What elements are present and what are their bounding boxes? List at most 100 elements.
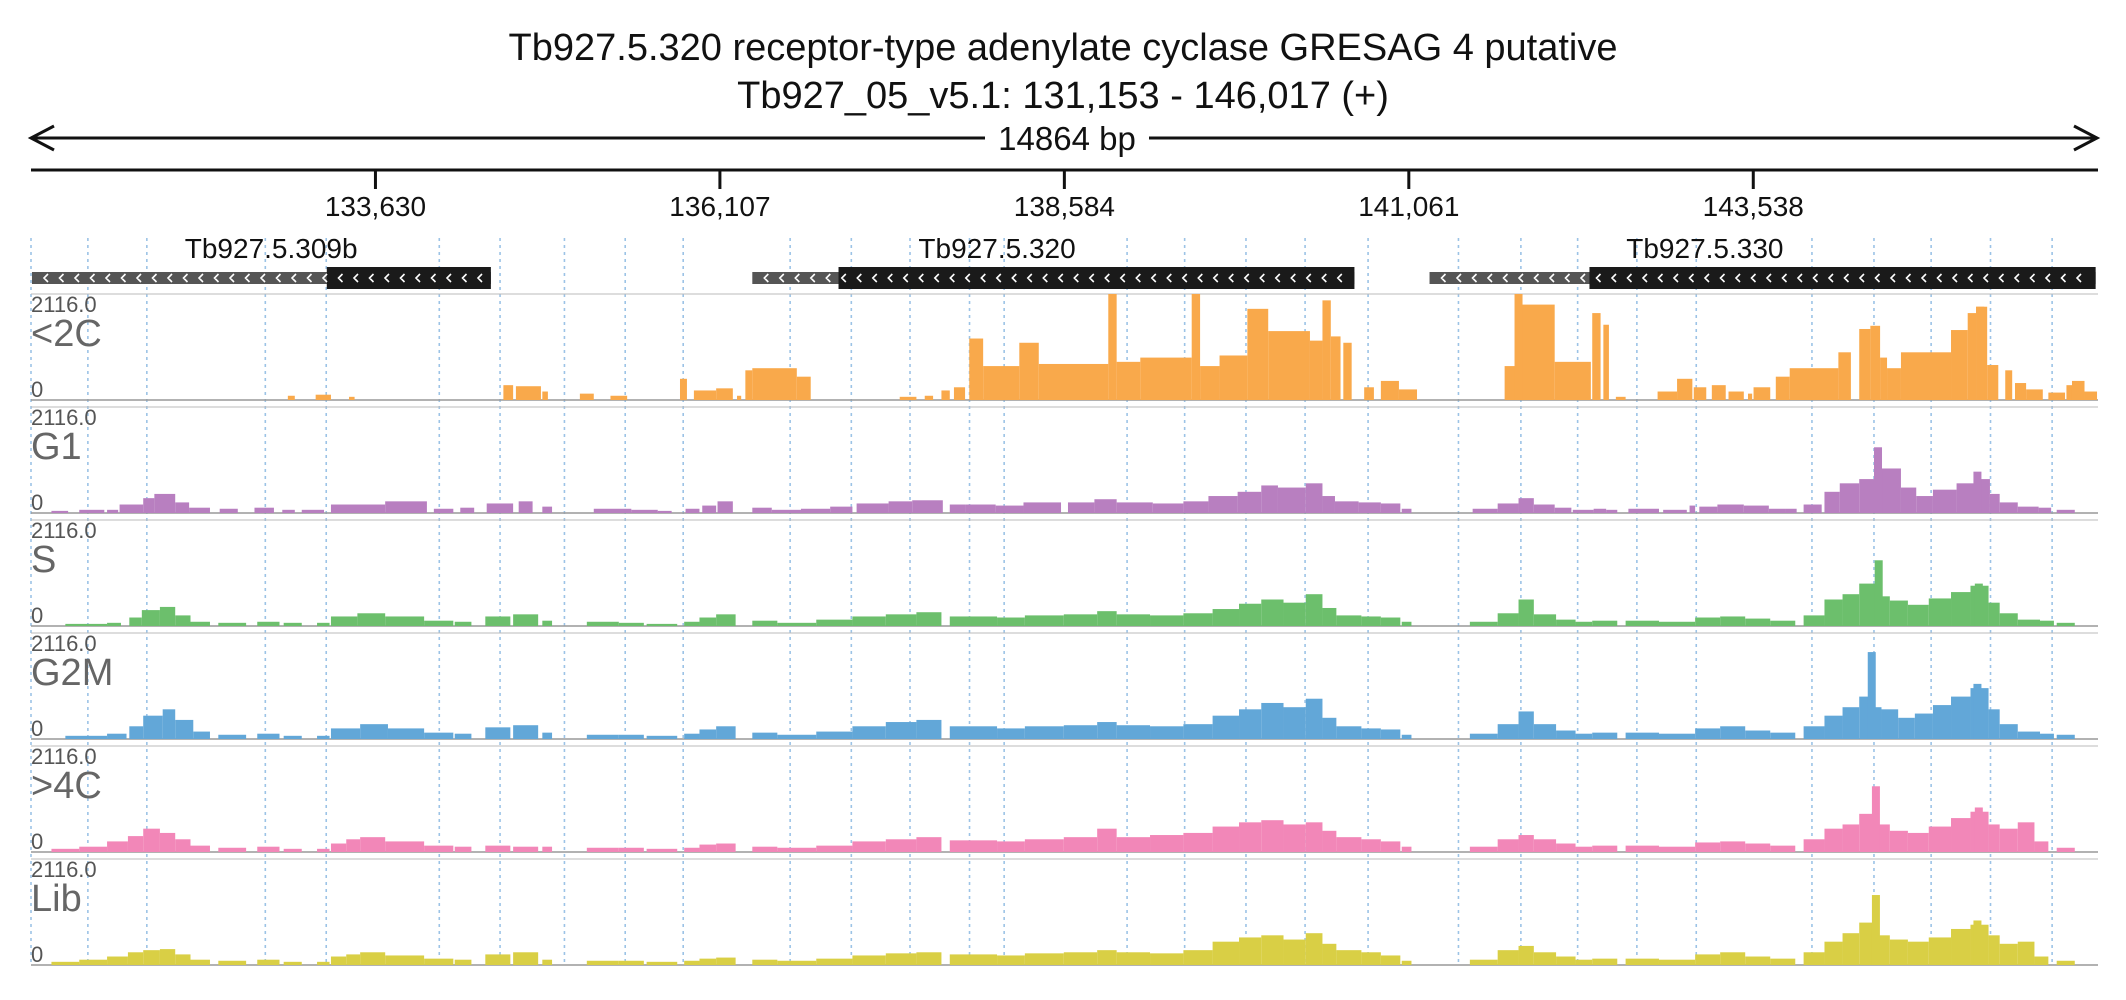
coverage-bar: [330, 504, 386, 513]
coverage-bar: [888, 501, 913, 513]
coverage-bar: [618, 960, 644, 965]
coverage-bar: [2071, 380, 2085, 400]
coverage-bar: [586, 960, 619, 965]
coverage-bar: [997, 841, 1025, 852]
coverage-bar: [1305, 698, 1323, 739]
coverage-bar: [1152, 503, 1184, 513]
coverage-bar: [699, 958, 717, 965]
coverage-bar: [1554, 507, 1572, 513]
coverage-bar: [1212, 609, 1240, 626]
coverage-bar: [1967, 313, 1977, 400]
coverage-bar: [2026, 389, 2043, 400]
coverage-bar: [424, 620, 454, 626]
coverage-bar: [485, 616, 511, 626]
coverage-bar: [254, 507, 274, 513]
coverage-bar: [1521, 304, 1555, 400]
coverage-bar: [646, 848, 678, 852]
coverage-bar: [349, 396, 355, 400]
coverage-bar: [1067, 502, 1095, 513]
coverage-bar: [1824, 599, 1843, 626]
coverage-bar: [1361, 728, 1381, 739]
coverage-bar: [1689, 505, 1696, 513]
coverage-bar: [745, 370, 753, 400]
coverage-bar: [360, 837, 386, 852]
coverage-bar: [1401, 960, 1412, 965]
coverage-bar: [542, 391, 548, 400]
track-zero-label: 0: [31, 490, 43, 515]
coverage-bar: [1497, 839, 1519, 852]
coverage-bar: [916, 612, 942, 626]
coverage-bar: [1711, 385, 1726, 400]
coverage-bar: [542, 732, 553, 739]
coverage-bar: [454, 846, 472, 852]
coverage-bar: [1239, 937, 1262, 965]
coverage-bar: [387, 728, 425, 739]
coverage-bar: [1518, 835, 1534, 852]
track-zero-label: 0: [31, 603, 43, 628]
coverage-bar: [154, 493, 176, 513]
coverage-bar: [1247, 308, 1269, 400]
coverage-bar: [1497, 503, 1519, 513]
coverage-bar: [219, 508, 238, 513]
coverage-bar: [949, 954, 998, 965]
coverage-bar: [752, 368, 797, 400]
coverage-bar: [1838, 352, 1851, 400]
track-name: <2C: [31, 313, 102, 355]
coverage-bar: [684, 733, 700, 739]
coverage-bar: [1116, 952, 1151, 965]
coverage-bar: [2048, 392, 2066, 400]
coverage-bar: [1469, 733, 1498, 739]
track-max-label: 2116.0: [31, 518, 97, 543]
coverage-bar: [1150, 835, 1184, 852]
coverage-bar: [684, 621, 700, 626]
coverage-bar: [1592, 313, 1601, 400]
coverage-bar: [257, 846, 280, 852]
coverage-bar: [1889, 939, 1908, 965]
coverage-bar: [885, 722, 917, 739]
coverage-bar: [1024, 953, 1064, 965]
coverage-bar: [1322, 300, 1331, 400]
coverage-bar: [2056, 960, 2075, 965]
coverage-bar: [1322, 830, 1337, 852]
coverage-bar: [2056, 622, 2075, 626]
track-name: G2M: [31, 652, 113, 694]
coverage-bar: [1261, 935, 1284, 965]
coverage-bar: [1469, 959, 1498, 965]
coverage-bar: [189, 507, 210, 513]
coverage-bar: [282, 509, 295, 513]
gene-label: Tb927.5.309b: [185, 233, 358, 264]
coverage-bar: [357, 613, 386, 626]
coverage-bar: [287, 395, 295, 400]
coverage-bar: [283, 961, 302, 965]
coverage-bar: [1870, 325, 1881, 400]
coverage-peak: [1191, 294, 1200, 400]
coverage-bar: [1877, 468, 1901, 513]
coverage-bar: [1615, 396, 1626, 400]
coverage-bar: [1380, 955, 1401, 965]
coverage-bar: [679, 378, 687, 400]
coverage-bar: [796, 376, 811, 400]
coverage-bar: [1839, 483, 1860, 513]
coverage-bar: [1592, 958, 1618, 965]
coverage-bar: [1518, 599, 1534, 626]
coverage-bar: [1019, 342, 1039, 400]
coverage-bar: [1261, 820, 1284, 852]
coverage-peak: [1871, 895, 1880, 965]
coverage-bar: [330, 616, 358, 626]
coverage-bar: [1880, 357, 1888, 400]
coverage-bar: [283, 735, 302, 739]
coverage-peak: [1973, 683, 1982, 739]
coverage-bar: [1928, 598, 1952, 626]
gene-cds: [838, 267, 1355, 289]
track-2C: 2116.0<2C 0: [31, 292, 2098, 402]
span-ruler: 14864 bp: [27, 120, 2101, 157]
coverage-bar: [618, 622, 644, 626]
coverage-bar: [800, 508, 831, 513]
coverage-bar: [1183, 613, 1213, 626]
coordinate-axis: 133,630 136,107 138,584 141,061 143,538: [31, 168, 2098, 222]
coverage-bar: [424, 845, 454, 852]
coverage-bar: [716, 843, 736, 852]
coverage-bar: [1987, 365, 1999, 400]
coverage-bar: [2017, 619, 2041, 626]
gene-Tb927-5-309b: Tb927.5.309b: [31, 233, 491, 289]
